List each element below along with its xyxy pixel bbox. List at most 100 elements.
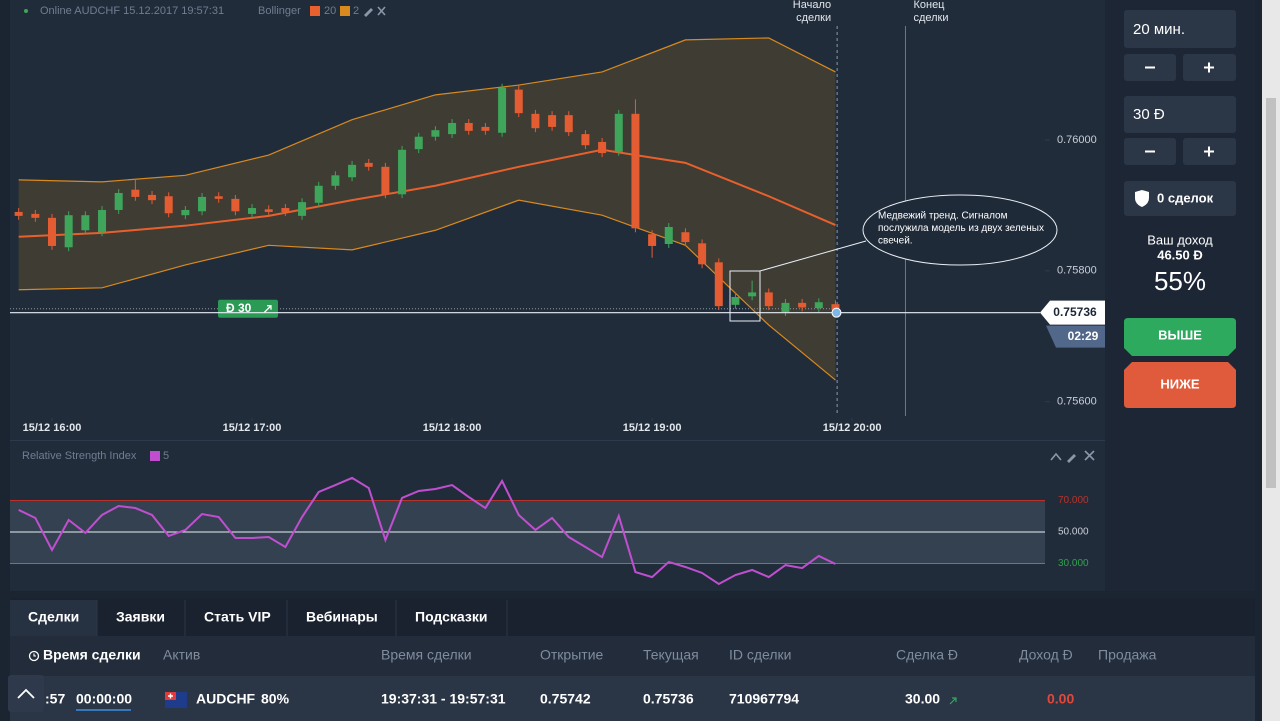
annotation-connector (759, 240, 867, 272)
candle-body (681, 232, 690, 243)
candle-body (498, 87, 507, 133)
candle-body (731, 296, 740, 305)
tab-separators (96, 600, 508, 636)
edit-icon[interactable] (1067, 454, 1076, 463)
candle-body (698, 243, 707, 265)
param: 20 (324, 5, 336, 17)
rsi-tick-label: 30.000 (1058, 558, 1089, 569)
band-upper (18, 37, 836, 183)
clock-hand (33, 653, 36, 657)
table-cell: 710967794 (729, 691, 799, 707)
candle-body (114, 192, 123, 210)
stepper-icons (1145, 146, 1214, 157)
param-swatch (150, 451, 160, 461)
flag-cross (168, 693, 173, 699)
duration: 20 мин. (1133, 21, 1185, 38)
candle-body (98, 209, 107, 233)
down-button[interactable] (1124, 362, 1236, 408)
table-cell: 19:37:31 - 19:57:31 (381, 691, 506, 707)
annotation-text: свечей. (878, 236, 913, 247)
candle-body (831, 304, 840, 311)
column-header: Время сделки (381, 647, 472, 663)
candle-body (48, 217, 57, 246)
candle-body (398, 149, 407, 195)
up-button[interactable] (1124, 318, 1236, 356)
candle-body (281, 208, 290, 212)
table-cell: 30.00 (905, 691, 940, 707)
table-cell: 00:00:00 (76, 691, 132, 707)
tab[interactable]: Подсказки (415, 609, 487, 625)
y-tick-label: 0.76000 (1057, 134, 1097, 146)
param: 2 (353, 5, 359, 17)
candle-body (381, 166, 390, 195)
table-cell: 0.00 (1047, 691, 1074, 707)
candle-body (264, 209, 273, 212)
amount: 30 Ð (1133, 106, 1165, 123)
table-header-bg (10, 636, 1255, 676)
rsi-tick-label: 50.000 (1058, 527, 1089, 538)
candle-body (514, 89, 523, 114)
candle-body (331, 175, 340, 186)
tab[interactable]: Вебинары (306, 609, 378, 625)
deal-line-label: Конец (913, 0, 945, 11)
rsi-title: Relative Strength Index (22, 450, 137, 462)
candle-body (31, 213, 40, 218)
price-label-box (1040, 300, 1105, 325)
income: 46.50 Ð (1157, 247, 1203, 262)
stepper-icons (1145, 62, 1214, 73)
candle-body (431, 130, 440, 137)
tab[interactable]: Сделки (28, 609, 79, 625)
price-label: 0.75736 (1053, 305, 1097, 319)
candle-body (131, 189, 140, 197)
highlight-box (729, 270, 761, 322)
deals-box[interactable] (1124, 181, 1236, 216)
candle-body (348, 164, 357, 178)
candle-body (64, 215, 73, 248)
up-label: ВЫШЕ (1158, 327, 1202, 342)
trend-arrow (949, 697, 957, 705)
x-tick-label: 15/12 18:00 (423, 422, 482, 434)
amount-box[interactable] (1124, 96, 1236, 133)
duration-box[interactable] (1124, 10, 1236, 48)
candle-body (714, 262, 723, 307)
annotation-text: послужила модель из двух зеленых (878, 223, 1044, 234)
candle-body (231, 198, 240, 212)
column-header: Время сделки (43, 647, 141, 663)
timer-box (1046, 325, 1105, 348)
candle-body (214, 196, 223, 199)
candle-body (364, 162, 373, 167)
candle-body (248, 208, 257, 214)
candle-body (14, 211, 23, 216)
candle-body (631, 113, 640, 229)
payout: 55% (1154, 266, 1206, 296)
candle-body (798, 302, 807, 308)
trade-arrow (263, 305, 272, 314)
collapse-icon[interactable] (1050, 452, 1062, 461)
edit-icon[interactable] (364, 8, 373, 17)
candle-body (581, 134, 590, 146)
candle-body (564, 115, 573, 133)
band-middle (18, 148, 836, 238)
table-cell: 80% (261, 691, 290, 707)
current-point (831, 307, 842, 318)
column-header: Доход Ð (1019, 647, 1073, 663)
active-tab[interactable] (10, 600, 97, 636)
scroll-thumb[interactable] (1266, 98, 1276, 488)
status-dot (24, 9, 28, 13)
candle-body (481, 126, 490, 131)
param-swatch (340, 6, 350, 16)
close-icon[interactable] (377, 6, 386, 16)
close-icon[interactable] (1084, 450, 1095, 461)
candle-body (414, 136, 423, 150)
indicator-name: Bollinger (258, 5, 301, 17)
column-header: ID сделки (729, 647, 792, 663)
candle-body (814, 302, 823, 309)
candle-body (198, 196, 207, 212)
candle-body (448, 122, 457, 135)
tab[interactable]: Заявки (116, 609, 165, 625)
tab[interactable]: Стать VIP (204, 609, 271, 625)
x-tick-label: 15/12 16:00 (23, 422, 82, 434)
table-cell: :57 (45, 691, 65, 707)
scroll-up-button[interactable] (8, 675, 44, 712)
column-header: Текущая (643, 647, 699, 663)
